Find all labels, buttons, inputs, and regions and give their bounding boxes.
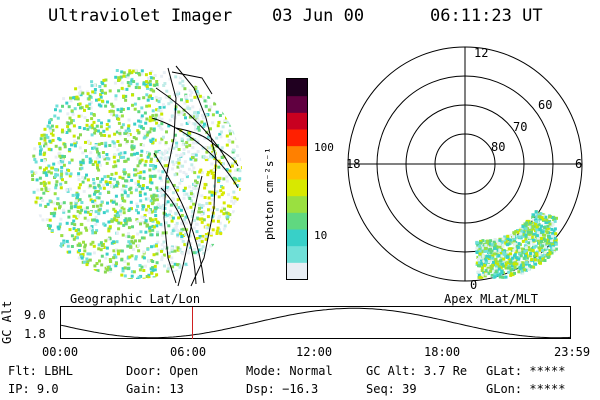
altitude-xtick-0600: 06:00: [170, 345, 207, 359]
altitude-plot: [60, 306, 572, 339]
time-label: 06:11:23 UT: [430, 6, 543, 26]
altitude-xtick-1200: 12:00: [296, 345, 333, 359]
status-door: Door: Open: [126, 364, 199, 378]
colorbar-unit-label: photon cm⁻²s⁻¹: [263, 147, 276, 240]
instrument-title: Ultraviolet Imager: [48, 6, 233, 26]
mlt-label-6: 6: [575, 157, 583, 171]
status-mode: Mode: Normal: [246, 364, 333, 378]
mlt-label-18: 18: [346, 157, 361, 171]
status-gc-alt: GC Alt: 3.7 Re: [366, 364, 468, 378]
altitude-xtick-0000: 00:00: [42, 345, 79, 359]
mlat-label-80: 80: [491, 140, 506, 154]
geographic-uv-image: [30, 65, 242, 287]
globe-caption: Geographic Lat/Lon: [70, 292, 201, 306]
altitude-ytick-low: 1.8: [24, 327, 46, 341]
mlt-label-0: 0: [470, 278, 478, 292]
altitude-ylabel: GC Alt: [0, 300, 14, 344]
mlt-label-12: 12: [474, 46, 489, 60]
date-label: 03 Jun 00: [272, 6, 365, 26]
status-gain: Gain: 13: [126, 382, 184, 396]
mlat-label-60: 60: [538, 98, 553, 112]
mlat-label-70: 70: [513, 120, 528, 134]
status-filter: Flt: LBHL: [8, 364, 74, 378]
colorbar-tick-10: 10: [314, 229, 328, 242]
polar-caption: Apex MLat/MLT: [444, 292, 538, 306]
colorbar: [286, 78, 308, 280]
status-glat: GLat: *****: [486, 364, 566, 378]
altitude-xtick-2359: 23:59: [554, 345, 591, 359]
polar-mlt-plot: [347, 46, 583, 282]
coastline-overlay: [151, 65, 239, 287]
status-dsp: Dsp: −16.3: [246, 382, 319, 396]
colorbar-tick-100: 100: [314, 141, 334, 154]
status-ip: IP: 9.0: [8, 382, 59, 396]
altitude-ytick-high: 9.0: [24, 308, 46, 322]
status-glon: GLon: *****: [486, 382, 566, 396]
altitude-xtick-1800: 18:00: [424, 345, 461, 359]
status-seq: Seq: 39: [366, 382, 417, 396]
